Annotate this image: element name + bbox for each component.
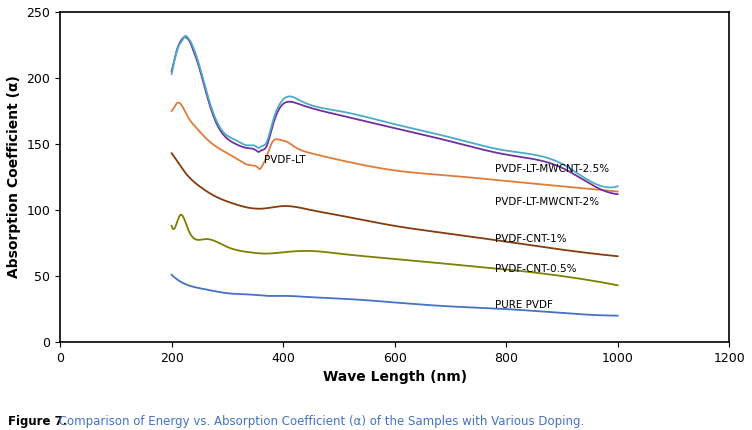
Text: PVDF-LT-MWCNT-2%: PVDF-LT-MWCNT-2% [495, 197, 599, 207]
Text: PVDF-CNT-0.5%: PVDF-CNT-0.5% [495, 264, 577, 274]
Text: Comparison of Energy vs. Absorption Coefficient (α) of the Samples with Various : Comparison of Energy vs. Absorption Coef… [55, 415, 584, 428]
Text: PVDF-CNT-1%: PVDF-CNT-1% [495, 234, 566, 244]
Text: PVDF-LT: PVDF-LT [264, 154, 305, 165]
Text: Figure 7.: Figure 7. [8, 415, 67, 428]
Y-axis label: Absorption Coefficient (α): Absorption Coefficient (α) [7, 76, 21, 279]
Text: PURE PVDF: PURE PVDF [495, 300, 553, 310]
Text: PVDF-LT-MWCNT-2.5%: PVDF-LT-MWCNT-2.5% [495, 164, 609, 174]
X-axis label: Wave Length (nm): Wave Length (nm) [323, 370, 467, 384]
